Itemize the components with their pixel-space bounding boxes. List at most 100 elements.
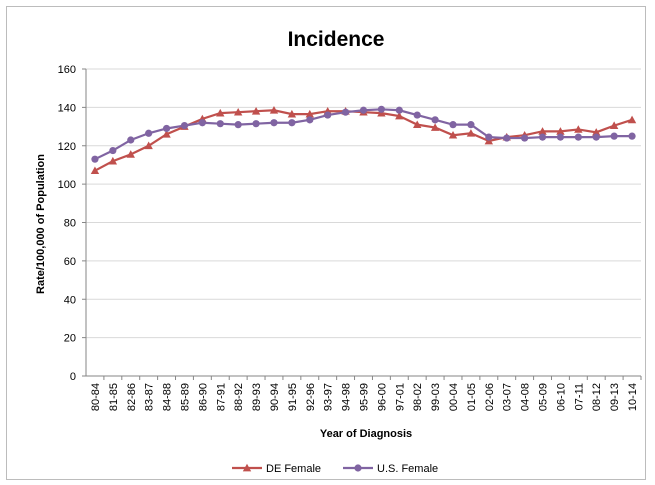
- data-point: [395, 111, 404, 120]
- y-tick-label: 40: [64, 294, 76, 306]
- y-axis-title: Rate/100,000 of Population: [35, 154, 47, 294]
- data-point: [413, 111, 421, 119]
- y-tick-label: 100: [58, 179, 76, 191]
- x-tick-label: 92-96: [305, 383, 317, 411]
- x-tick-label: 86-90: [197, 383, 209, 411]
- y-tick-label: 140: [58, 102, 76, 114]
- data-point: [252, 120, 260, 128]
- data-point: [324, 111, 332, 119]
- y-tick-label: 120: [58, 141, 76, 153]
- data-point: [108, 156, 118, 165]
- data-point: [377, 105, 386, 113]
- x-tick-label: 07-11: [573, 383, 585, 410]
- data-point: [430, 123, 440, 131]
- data-point: [233, 107, 243, 116]
- data-point: [413, 120, 422, 129]
- data-point: [145, 129, 153, 137]
- data-point: [198, 119, 206, 127]
- data-point: [216, 108, 225, 117]
- x-tick-label: 85-89: [179, 383, 191, 411]
- x-tick-label: 06-10: [555, 383, 567, 411]
- y-tick-label: 80: [64, 218, 76, 230]
- x-tick-label: 90-94: [269, 383, 281, 411]
- data-point: [162, 124, 171, 133]
- y-tick-label: 60: [64, 256, 76, 268]
- data-point: [287, 109, 297, 118]
- x-tick-label: 99-03: [430, 383, 442, 411]
- data-point: [448, 130, 458, 139]
- data-point: [251, 107, 261, 115]
- data-point: [109, 146, 117, 155]
- data-point: [395, 106, 403, 114]
- data-point: [306, 116, 314, 124]
- data-point: [466, 129, 476, 137]
- legend-marker: [242, 463, 252, 472]
- data-point: [538, 127, 547, 135]
- chart-title: Incidence: [288, 28, 385, 51]
- data-point: [610, 132, 618, 140]
- data-point: [485, 133, 493, 141]
- data-point: [90, 166, 100, 175]
- x-tick-label: 91-95: [287, 383, 299, 411]
- data-point: [503, 134, 511, 142]
- x-tick-label: 96-00: [376, 383, 388, 411]
- data-point: [449, 121, 457, 129]
- x-tick-label: 94-98: [341, 383, 353, 411]
- data-point: [627, 115, 637, 124]
- data-point: [431, 116, 439, 124]
- x-tick-label: 01-05: [466, 383, 478, 411]
- data-point: [216, 120, 224, 128]
- data-series: [90, 105, 637, 175]
- data-point: [341, 108, 350, 116]
- x-tick-label: 10-14: [627, 383, 639, 411]
- x-tick-label: 81-85: [108, 383, 120, 411]
- data-point: [127, 136, 135, 144]
- legend-label: U.S. Female: [377, 463, 438, 475]
- data-point: [628, 132, 636, 140]
- axes: [82, 68, 642, 380]
- y-tick-label: 20: [64, 333, 76, 345]
- x-tick-label: 89-93: [251, 383, 263, 411]
- x-tick-label: 97-01: [394, 383, 406, 411]
- x-tick-label: 09-13: [609, 383, 621, 411]
- data-point: [91, 155, 99, 163]
- x-tick-label: 80-84: [90, 383, 102, 411]
- x-tick-label: 02-06: [484, 383, 496, 411]
- data-point: [592, 128, 601, 136]
- y-tick-label: 0: [70, 371, 76, 383]
- data-point: [521, 134, 529, 142]
- data-point: [305, 109, 314, 118]
- gridlines: [86, 68, 641, 339]
- x-tick-label: 04-08: [520, 383, 532, 411]
- data-point: [270, 119, 278, 127]
- y-tick-label: 160: [58, 64, 76, 76]
- x-tick-label: 88-92: [233, 383, 245, 411]
- data-point: [144, 141, 153, 150]
- data-point: [556, 133, 565, 141]
- series-line: [94, 109, 633, 172]
- x-tick-label: 82-86: [126, 383, 138, 411]
- x-tick-label: 03-07: [502, 383, 514, 411]
- x-tick-label: 83-87: [144, 383, 156, 411]
- data-point: [574, 133, 582, 141]
- data-point: [574, 125, 583, 133]
- data-point: [180, 122, 189, 130]
- x-tick-label: 95-99: [359, 383, 371, 411]
- legend-marker: [354, 464, 362, 472]
- data-point: [556, 127, 565, 135]
- legend-label: DE Female: [266, 463, 321, 475]
- series-1: [90, 106, 637, 175]
- legend-item: DE Female: [232, 463, 321, 475]
- series-line: [94, 108, 633, 161]
- series-2: [91, 105, 636, 163]
- data-point: [609, 121, 619, 129]
- x-tick-label: 00-04: [448, 383, 460, 411]
- y-tick-labels: 0 20 40 60 80 100 120 140 160: [58, 64, 76, 383]
- data-point: [467, 121, 475, 129]
- chart-frame: [6, 6, 646, 480]
- x-axis-title: Year of Diagnosis: [320, 428, 412, 440]
- x-tick-label: 87-91: [215, 383, 227, 411]
- data-point: [538, 133, 547, 141]
- data-point: [269, 106, 279, 114]
